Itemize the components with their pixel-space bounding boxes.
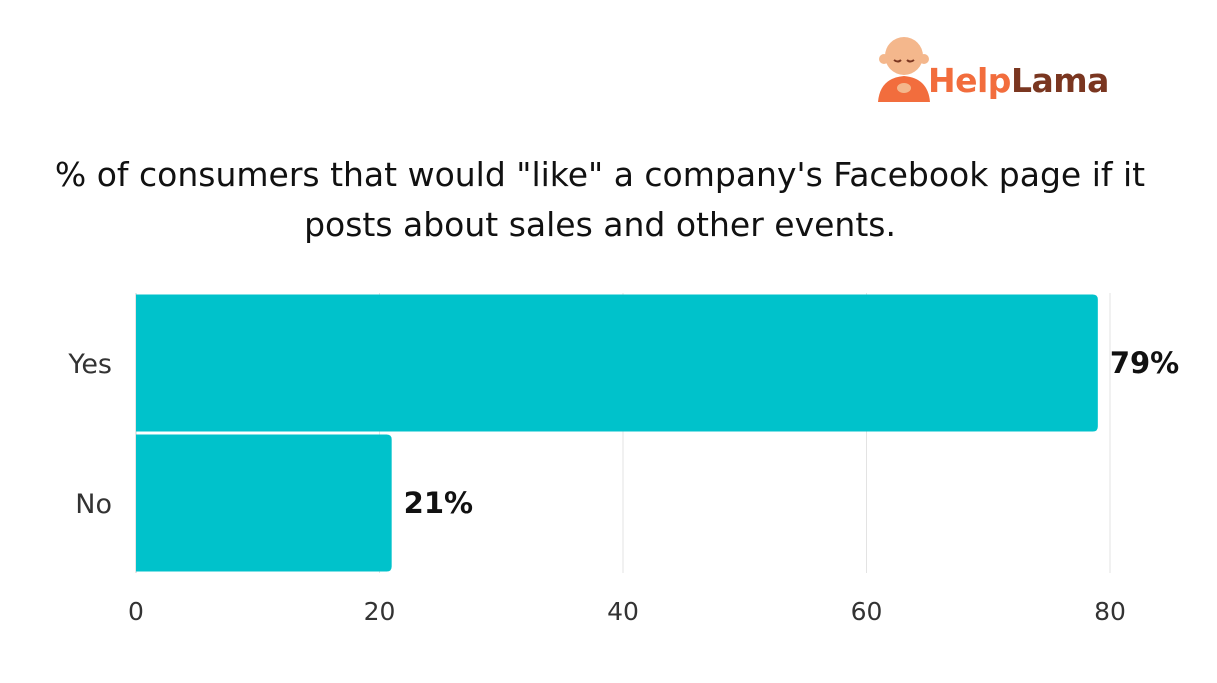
- value-label: 21%: [404, 486, 473, 520]
- chart-title: % of consumers that would "like" a compa…: [54, 155, 1146, 244]
- helplama-logo: HelpLama: [874, 32, 1114, 112]
- logo-text-help: Help: [928, 61, 1011, 100]
- bar-yes: [136, 294, 1098, 432]
- monk-icon: [878, 37, 930, 102]
- value-label: 79%: [1110, 346, 1179, 380]
- bars: [136, 294, 1098, 572]
- x-tick-label: 0: [128, 597, 144, 626]
- x-tick-label: 40: [607, 597, 639, 626]
- logo-wordmark: HelpLama: [928, 64, 1109, 97]
- x-tick-label: 60: [851, 597, 883, 626]
- x-tick-label: 20: [364, 597, 396, 626]
- bar-no: [136, 434, 392, 572]
- labels: 0 20 40 60 80 Yes 79% No 21%: [67, 346, 1179, 626]
- y-category-label: Yes: [67, 349, 112, 380]
- x-tick-label: 80: [1094, 597, 1126, 626]
- y-category-label: No: [75, 489, 112, 520]
- logo-text-lama: Lama: [1010, 61, 1109, 100]
